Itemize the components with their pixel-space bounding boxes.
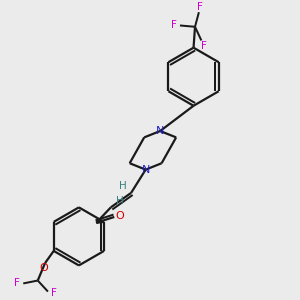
Text: F: F: [171, 20, 177, 30]
Text: F: F: [201, 41, 207, 51]
Text: O: O: [116, 212, 124, 221]
Text: F: F: [51, 288, 57, 298]
Text: F: F: [197, 2, 203, 12]
Text: O: O: [40, 263, 48, 273]
Text: H: H: [116, 196, 123, 206]
Text: N: N: [142, 165, 150, 175]
Text: H: H: [119, 182, 127, 191]
Text: F: F: [14, 278, 20, 288]
Text: N: N: [156, 126, 164, 136]
